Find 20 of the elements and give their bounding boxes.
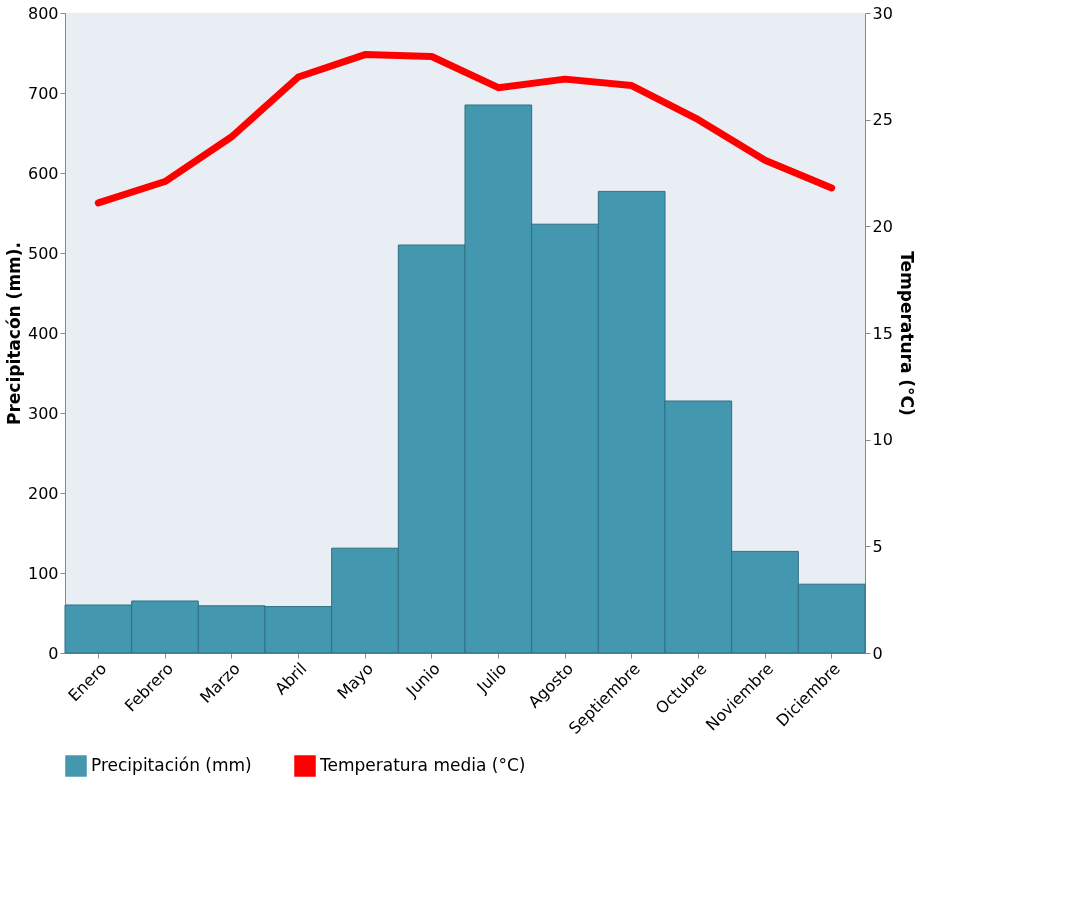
- y-axis-title: Precipitacón (mm).: [3, 241, 24, 426]
- y2-tick-label: 5: [872, 536, 883, 556]
- y-tick-label: 600: [27, 163, 59, 183]
- y-tick-label: 500: [27, 243, 59, 263]
- legend-label: Temperatura media (°C): [319, 755, 526, 775]
- y-tick-label: 400: [27, 323, 59, 343]
- legend-label: Precipitación (mm): [91, 755, 252, 775]
- y2-tick-label: 25: [872, 110, 893, 130]
- y2-tick-label: 30: [872, 3, 893, 23]
- y-tick-label: 300: [27, 403, 59, 423]
- y-tick-label: 700: [27, 83, 59, 103]
- y2-tick-label: 15: [872, 323, 893, 343]
- y-tick-label: 200: [27, 483, 59, 503]
- y2-tick-label: 10: [872, 430, 893, 450]
- y-tick-label: 0: [48, 643, 59, 663]
- y2-tick-label: 20: [872, 216, 893, 236]
- y2-axis-title: Temperatura (°C): [896, 251, 917, 416]
- y-tick-label: 100: [27, 563, 59, 583]
- y-tick-label: 800: [27, 3, 59, 23]
- y2-tick-label: 0: [872, 643, 883, 663]
